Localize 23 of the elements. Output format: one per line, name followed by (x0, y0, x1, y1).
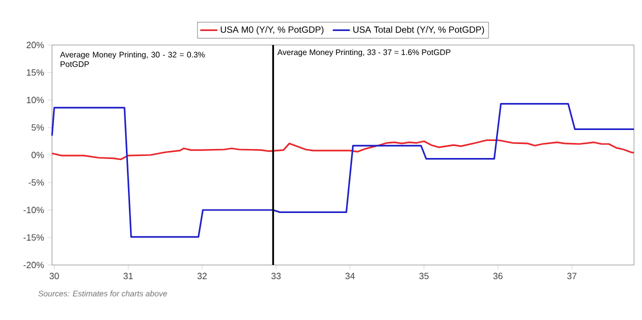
y-tick-label: 0% (32, 152, 44, 158)
y-tick-label: -5% (28, 179, 44, 186)
x-tick-label: 35 (419, 272, 429, 280)
legend-label: USA Total Debt (Y/Y, % PotGDP) (353, 26, 484, 35)
y-tick-label: -15% (24, 234, 44, 241)
y-tick-label: 10% (26, 96, 44, 104)
source-note: Sources: Estimates for charts above (38, 290, 168, 296)
y-tick-label: 15% (26, 69, 44, 76)
annotation: Average Money Printing, 33 - 37 = 1.6% PotGDP (277, 49, 450, 57)
x-tick-label: 31 (124, 272, 133, 280)
y-tick-label: -20% (24, 262, 44, 268)
x-tick-label: 37 (567, 272, 576, 280)
annotation: Average Money Printing, 30 - 32 = 0.3% PotGDP (60, 52, 205, 67)
x-tick-label: 34 (345, 272, 355, 280)
y-tick-label: 20% (26, 42, 44, 48)
x-tick-label: 30 (50, 272, 59, 280)
x-tick-label: 33 (271, 272, 281, 280)
y-tick-label: -10% (24, 206, 44, 214)
legend-label: USA M0 (Y/Y, % PotGDP) (220, 26, 324, 35)
y-tick-label: 5% (32, 124, 44, 131)
x-tick-label: 36 (493, 272, 503, 280)
line-series (51, 103, 635, 238)
x-tick-label: 32 (197, 272, 207, 280)
